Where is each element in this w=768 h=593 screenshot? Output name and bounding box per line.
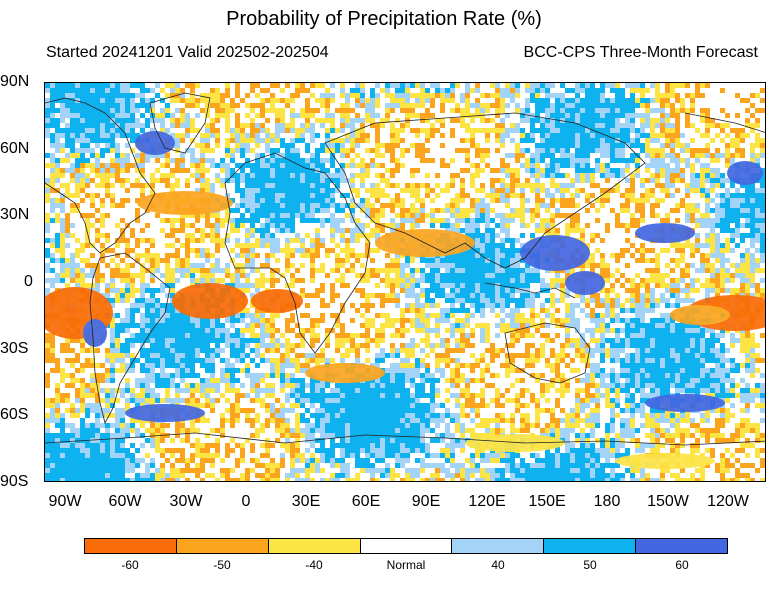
color-legend: [84, 538, 728, 554]
lon-label-60w: 60W: [108, 493, 142, 510]
australia-outline: [504, 322, 591, 384]
lon-label-120w: 120W: [707, 493, 749, 510]
antarctica-outline: [45, 432, 765, 446]
south-america-outline: [89, 252, 171, 425]
patch-wpac-wet: [520, 235, 590, 271]
patch-wpac-wet-2: [565, 271, 605, 295]
lat-label-eq: 0: [24, 273, 33, 290]
map-title: Probability of Precipitation Rate (%): [226, 8, 542, 30]
lon-label-150e: 150E: [528, 493, 566, 510]
patch-antarctic-dry-2: [615, 453, 715, 469]
legend-label-40: 40: [491, 558, 505, 572]
lat-label-30s: 30S: [0, 340, 29, 357]
patch-north-atlantic-dry: [137, 191, 233, 215]
europe-africa-outline: [224, 152, 371, 354]
lon-label-60e: 60E: [351, 493, 381, 510]
patch-north-pacific-wet: [635, 223, 695, 243]
north-america-outline: [45, 97, 156, 254]
greenland-outline: [149, 92, 211, 154]
lon-label-180: 180: [593, 493, 621, 510]
legend-label-neg40: -40: [305, 558, 323, 572]
patch-sa-east-dry: [251, 289, 303, 313]
map-frame: [44, 82, 766, 482]
indonesia-outline: [484, 282, 576, 299]
patch-sa-dry: [172, 283, 248, 319]
patch-samerica-wet: [83, 319, 107, 347]
lat-label-30n: 30N: [0, 206, 30, 223]
patch-antarctic-dry: [465, 434, 565, 452]
lon-label-30e: 30E: [291, 493, 321, 510]
lat-label-60s: 60S: [0, 406, 29, 423]
lat-label-90s: 90S: [0, 473, 29, 490]
patch-atlantic-south-dry: [305, 363, 385, 383]
probability-field: [45, 83, 765, 481]
lon-label-120e: 120E: [468, 493, 506, 510]
lat-label-90n: 90N: [0, 73, 30, 90]
anomaly-patches: [45, 131, 765, 469]
forecast-dates: Started 20241201 Valid 202502-202504: [46, 44, 329, 61]
legend-swatch: [268, 539, 361, 553]
legend-swatch: [636, 539, 728, 553]
lon-label-150w: 150W: [647, 493, 689, 510]
legend-label-60: 60: [675, 558, 689, 572]
precip-map: [45, 83, 765, 481]
patch-pacific-dry-2: [670, 305, 730, 325]
lon-label-0: 0: [241, 493, 251, 510]
legend-swatch: [176, 539, 269, 553]
legend-swatch: [360, 539, 453, 553]
legend-swatch: [544, 539, 637, 553]
legend-label-normal: Normal: [386, 558, 426, 572]
lon-label-90e: 90E: [411, 493, 441, 510]
asia-outline: [324, 112, 646, 269]
legend-label-50: 50: [583, 558, 597, 572]
patch-arctic-wet: [135, 131, 175, 155]
legend-label-neg50: -50: [213, 558, 231, 572]
legend-swatch: [85, 539, 177, 553]
forecast-source: BCC-CPS Three-Month Forecast: [523, 44, 758, 61]
legend-label-neg60: -60: [121, 558, 139, 572]
patch-s-ocean-wet-2: [645, 394, 725, 412]
lon-label-90w: 90W: [48, 493, 82, 510]
lat-label-60n: 60N: [0, 140, 30, 157]
coastlines: [45, 92, 765, 446]
legend-swatch: [452, 539, 545, 553]
patch-s-ocean-wet: [125, 404, 205, 422]
alaska-outline: [684, 112, 765, 133]
patch-pacific-nw-wet: [727, 161, 763, 185]
lon-label-30w: 30W: [169, 493, 203, 510]
